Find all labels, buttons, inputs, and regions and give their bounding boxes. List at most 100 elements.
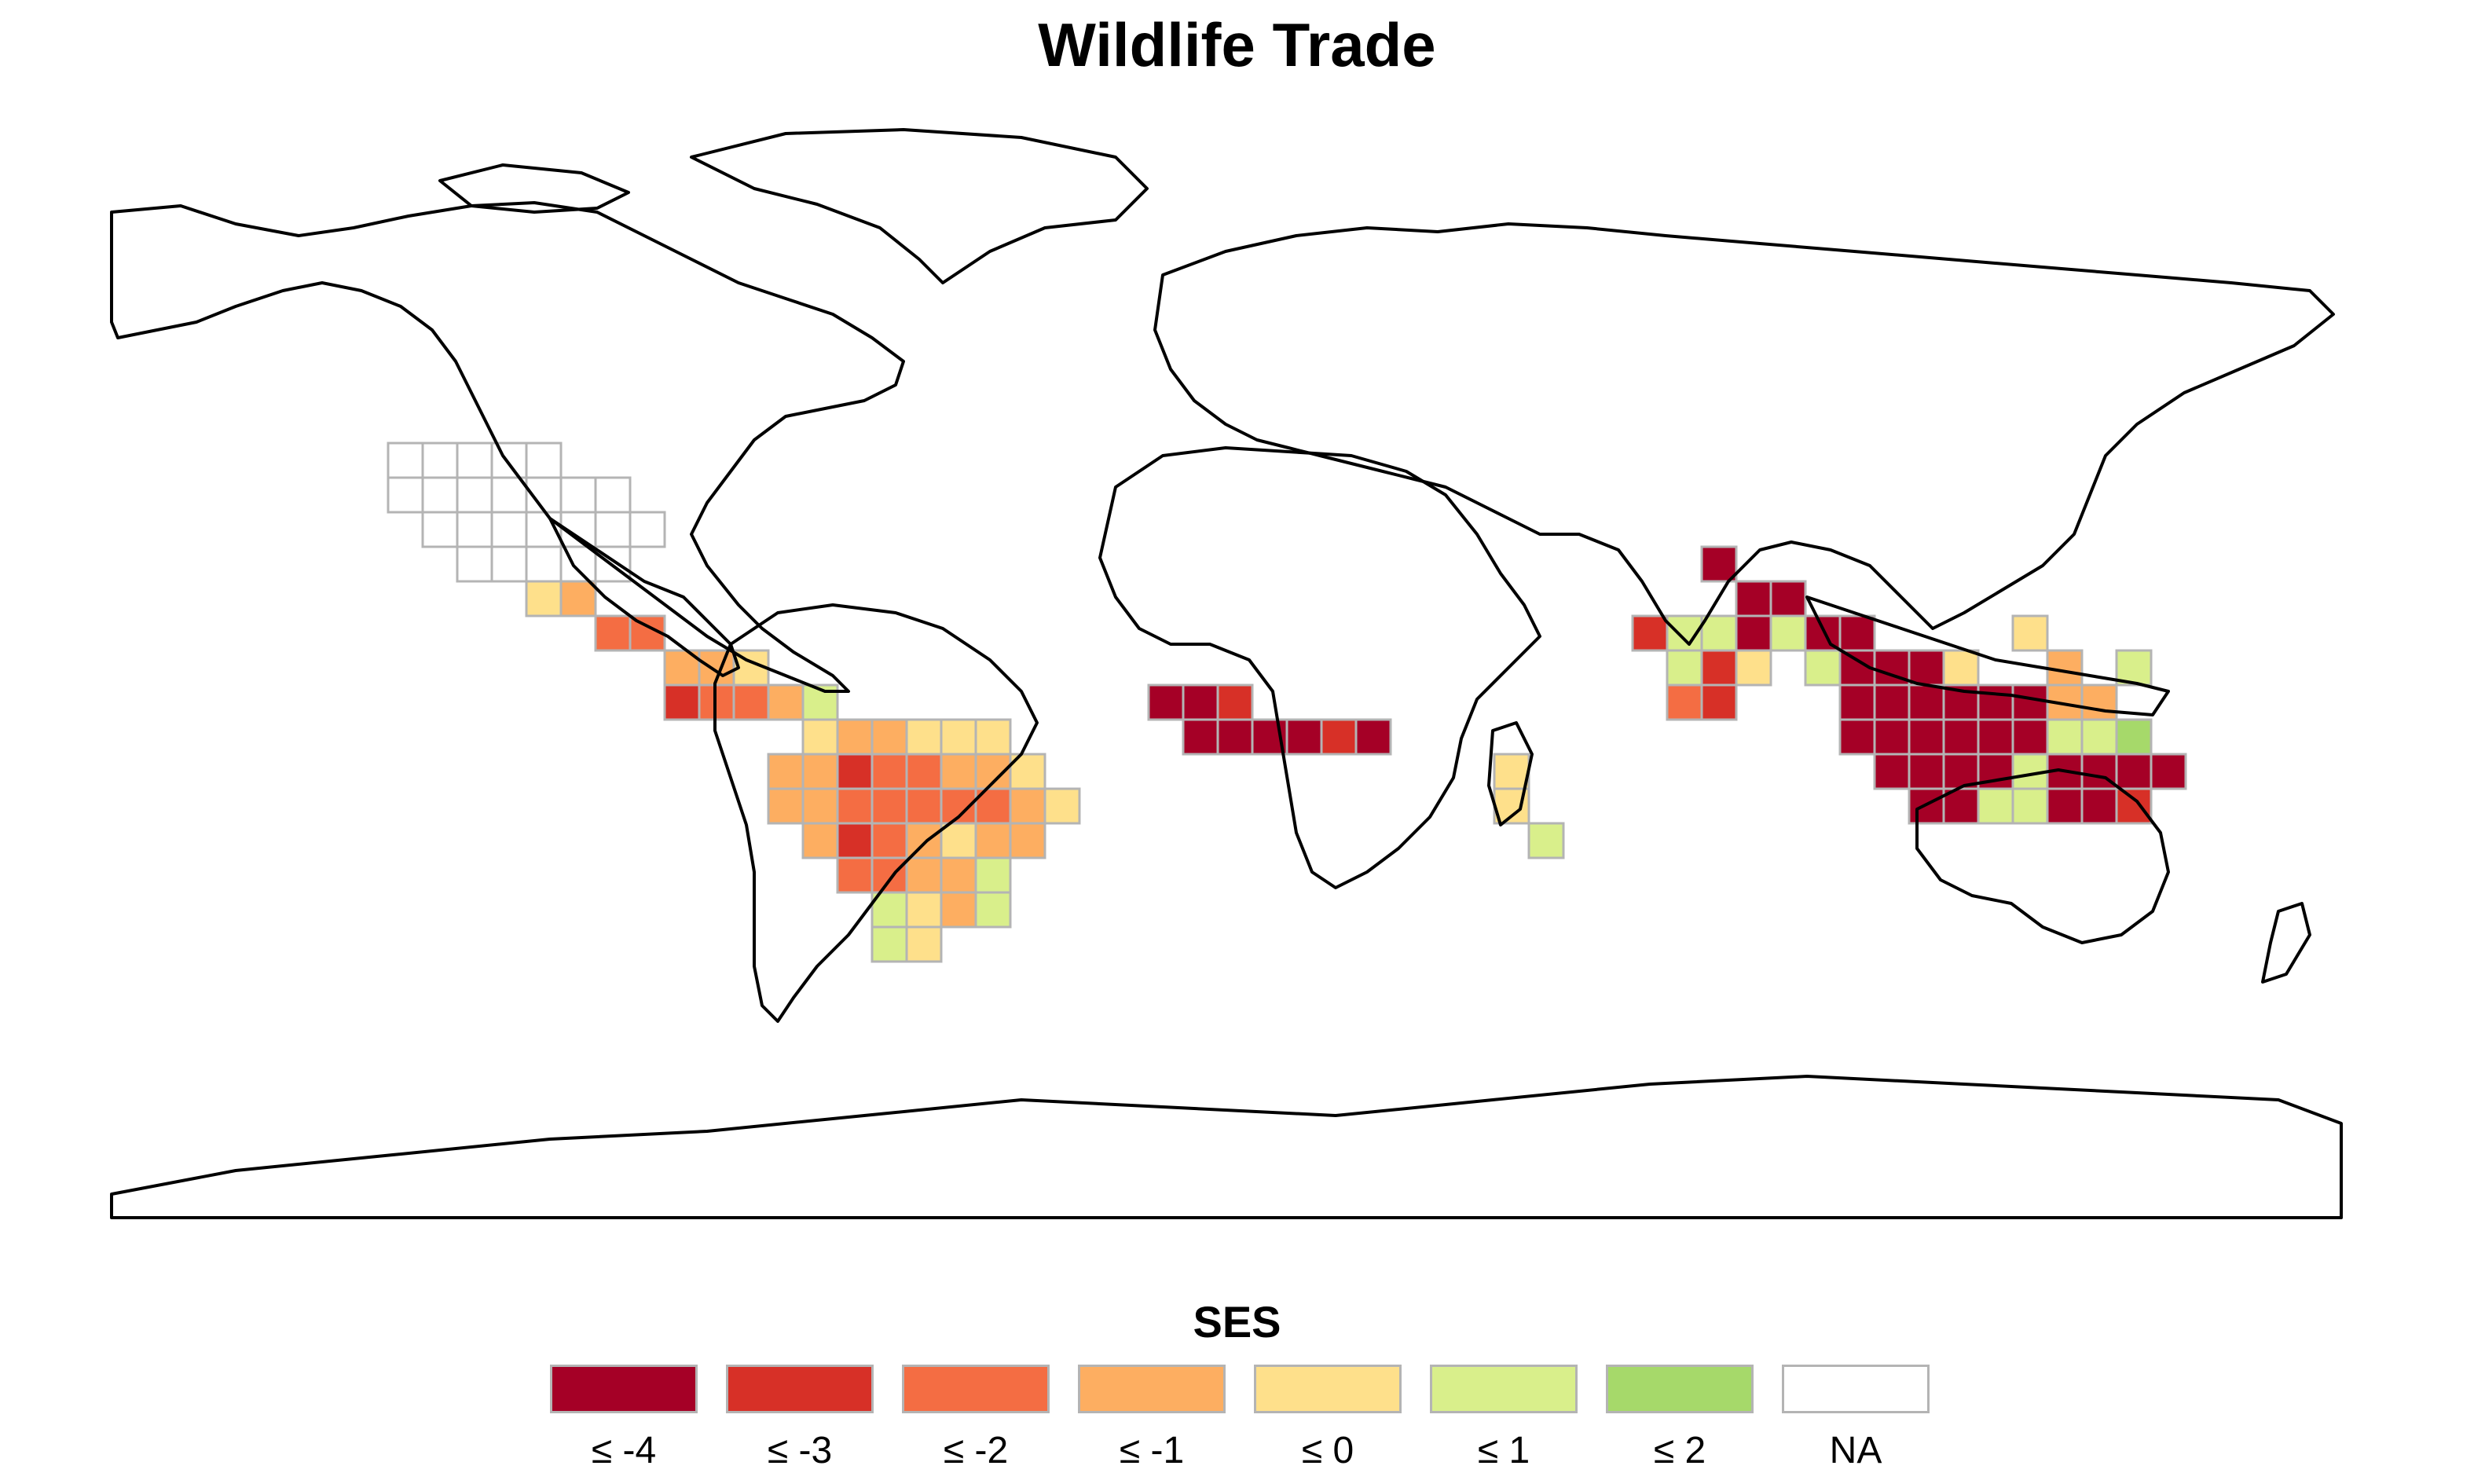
country-borders [110, 128, 2343, 1219]
grid-cell [1285, 718, 1323, 756]
grid-cell [940, 822, 977, 859]
grid-cell [525, 580, 563, 617]
grid-cell [1908, 649, 1945, 687]
grid-cell [2115, 787, 2153, 825]
grid-cell [767, 753, 805, 790]
landmass-new-zealand [2261, 902, 2311, 984]
grid-cell [767, 683, 805, 721]
grid-cell [1182, 683, 1219, 721]
grid-cell [870, 925, 908, 963]
grid-cell [905, 753, 943, 790]
grid-cell [1838, 614, 1876, 652]
grid-cell [2080, 718, 2118, 756]
grid-cell [1873, 718, 1911, 756]
grid-cell [974, 856, 1012, 894]
grid-cell [974, 718, 1012, 756]
grid-cell [1700, 683, 1738, 721]
grid-cell [2080, 683, 2118, 721]
grid-cell [1631, 614, 1669, 652]
grid-cell [1908, 683, 1945, 721]
grid-cell [1735, 580, 1772, 617]
grid-cell [1216, 683, 1254, 721]
grid-cell [2011, 683, 2049, 721]
grid-cell [2080, 787, 2118, 825]
grid-cell [1769, 614, 1807, 652]
legend-label: ≤ -4 [591, 1430, 657, 1471]
grid-cell [801, 787, 839, 825]
landmass-antarctica [110, 1075, 2343, 1219]
grid-cell [836, 822, 874, 859]
grid-cell [594, 511, 632, 548]
legend-swatch [550, 1365, 698, 1413]
legend-label: ≤ -1 [1119, 1430, 1185, 1471]
grid-cell [421, 511, 459, 548]
grid-cell [940, 718, 977, 756]
grid-cell [801, 753, 839, 790]
legend-item: ≤ -2 [902, 1365, 1050, 1472]
grid-cell [698, 649, 735, 687]
grid-cell [421, 476, 459, 514]
grid-cell [870, 822, 908, 859]
landmass-north-america [110, 201, 905, 693]
grid-cell [940, 753, 977, 790]
grid-cell [940, 891, 977, 929]
grid-cell [2011, 787, 2049, 825]
map-title: Wildlife Trade [1038, 10, 1436, 79]
landmass-southeast-asia-islands [1805, 595, 2170, 716]
grid-cell [490, 511, 528, 548]
grid-cell [2011, 614, 2049, 652]
legend-swatch [1254, 1365, 1402, 1413]
grid-cell [974, 891, 1012, 929]
grid-cell [1147, 683, 1185, 721]
grid-cell [905, 822, 943, 859]
grid-cell [905, 787, 943, 825]
grid-cell [1735, 614, 1772, 652]
landmass-madagascar [1487, 721, 1534, 826]
grid-cell [870, 753, 908, 790]
grid-cell [1700, 545, 1738, 583]
grid-cell [1873, 649, 1911, 687]
grid-cell [2046, 718, 2084, 756]
legend-item: ≤ 1 [1430, 1365, 1578, 1472]
grid-cell [456, 476, 493, 514]
grid-cell [1700, 614, 1738, 652]
grid-cell [663, 683, 701, 721]
grid-cell [456, 545, 493, 583]
grid-cell [490, 442, 528, 479]
grid-cell [801, 718, 839, 756]
legend-label: ≤ -2 [943, 1430, 1009, 1471]
grid-cell [1908, 753, 1945, 790]
legend-item: ≤ 2 [1606, 1365, 1754, 1472]
grid-cell [1527, 822, 1565, 859]
grid-cell [1977, 787, 2014, 825]
grid-cell [1009, 787, 1046, 825]
grid-cell [1873, 683, 1911, 721]
legend-swatch [1078, 1365, 1226, 1413]
grid-cell [836, 856, 874, 894]
grid-cell [2115, 649, 2153, 687]
grid-cell [2115, 718, 2153, 756]
grid-cell [1216, 718, 1254, 756]
legend-swatch [1430, 1365, 1578, 1413]
grid-cell [870, 718, 908, 756]
grid-cell [559, 580, 597, 617]
legend-swatch [1782, 1365, 1930, 1413]
grid-cell [836, 753, 874, 790]
grid-cell [1666, 683, 1703, 721]
legend-item: ≤ -3 [726, 1365, 874, 1472]
grid-cell [905, 925, 943, 963]
grid-cell [905, 718, 943, 756]
grid-cell [2046, 787, 2084, 825]
grid-cell [1977, 718, 2014, 756]
grid-cell [767, 787, 805, 825]
landmass-central-america [548, 517, 740, 677]
grid-cell [387, 442, 424, 479]
grid-cell [456, 511, 493, 548]
grid-cell [1804, 649, 1842, 687]
grid-cell [836, 718, 874, 756]
landmass-africa [1098, 446, 1541, 889]
grid-cell [1182, 718, 1219, 756]
grid-cell [1769, 580, 1807, 617]
grid-cell [490, 545, 528, 583]
legend-label: ≤ 1 [1477, 1430, 1530, 1471]
